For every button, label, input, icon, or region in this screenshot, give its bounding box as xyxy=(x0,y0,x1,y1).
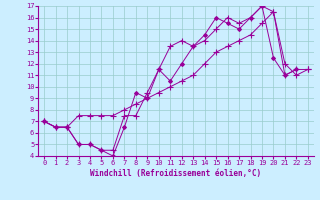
X-axis label: Windchill (Refroidissement éolien,°C): Windchill (Refroidissement éolien,°C) xyxy=(91,169,261,178)
